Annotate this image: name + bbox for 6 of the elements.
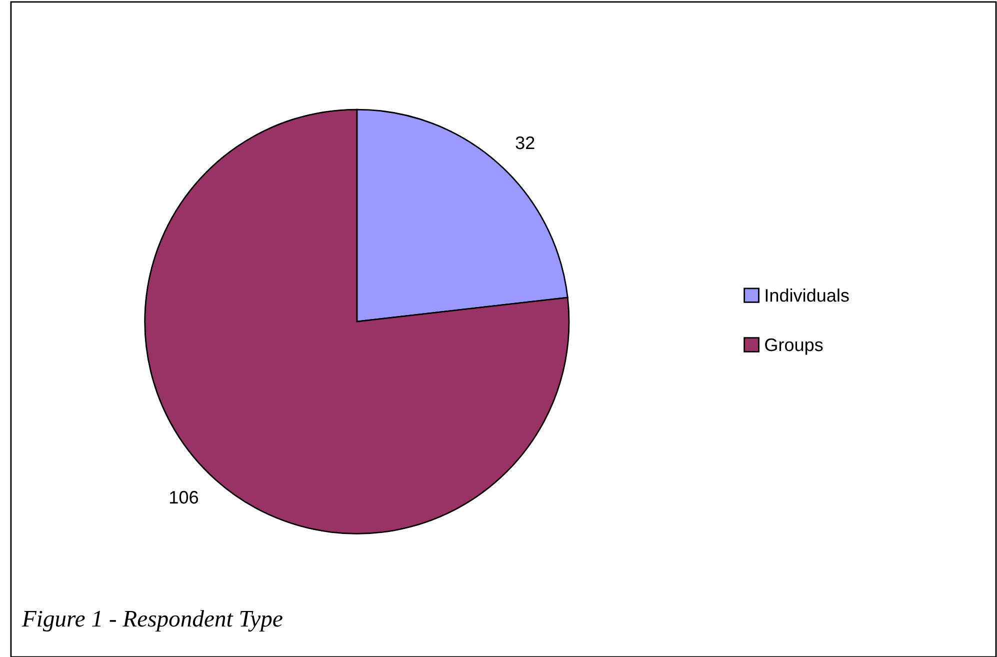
legend-label: Groups <box>765 338 823 355</box>
data-label: 32 <box>516 136 534 150</box>
caption: Figure 1 - Respondent Type <box>22 610 282 632</box>
data-label: 106 <box>170 490 198 504</box>
pie-slice <box>144 108 570 534</box>
legend-label: Individuals <box>766 288 849 302</box>
